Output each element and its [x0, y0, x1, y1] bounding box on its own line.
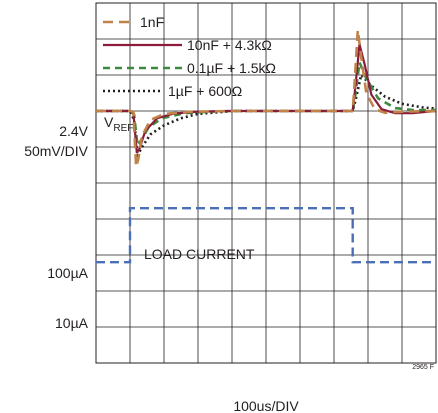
load-current-line	[96, 207, 436, 264]
load-current-title: LOAD CURRENT	[144, 246, 255, 262]
load-current-trace	[96, 207, 436, 264]
level-label-100ua: 100µA	[47, 265, 88, 281]
series-line	[96, 28, 437, 169]
legend-entry-0-1uf: 0.1µF + 1.5kΩ	[187, 60, 276, 76]
ref-level-label: 2.4V	[59, 123, 88, 139]
plot-grid	[95, 2, 437, 364]
figure-id: 2965 F	[412, 364, 434, 371]
upper-scale-label: 50mV/DIV	[24, 143, 88, 159]
x-scale-label: 100us/DIV	[233, 398, 299, 413]
legend-entry-10nf: 10nF + 4.3kΩ	[187, 37, 272, 53]
vref-traces	[96, 28, 437, 169]
vref-channel-label: VREF	[104, 114, 133, 134]
legend-entry-1nf: 1nF	[140, 14, 164, 30]
level-label-10ua: 10µA	[55, 315, 89, 331]
legend-entry-1uf: 1µF + 600Ω	[168, 83, 242, 99]
legend	[103, 20, 182, 93]
